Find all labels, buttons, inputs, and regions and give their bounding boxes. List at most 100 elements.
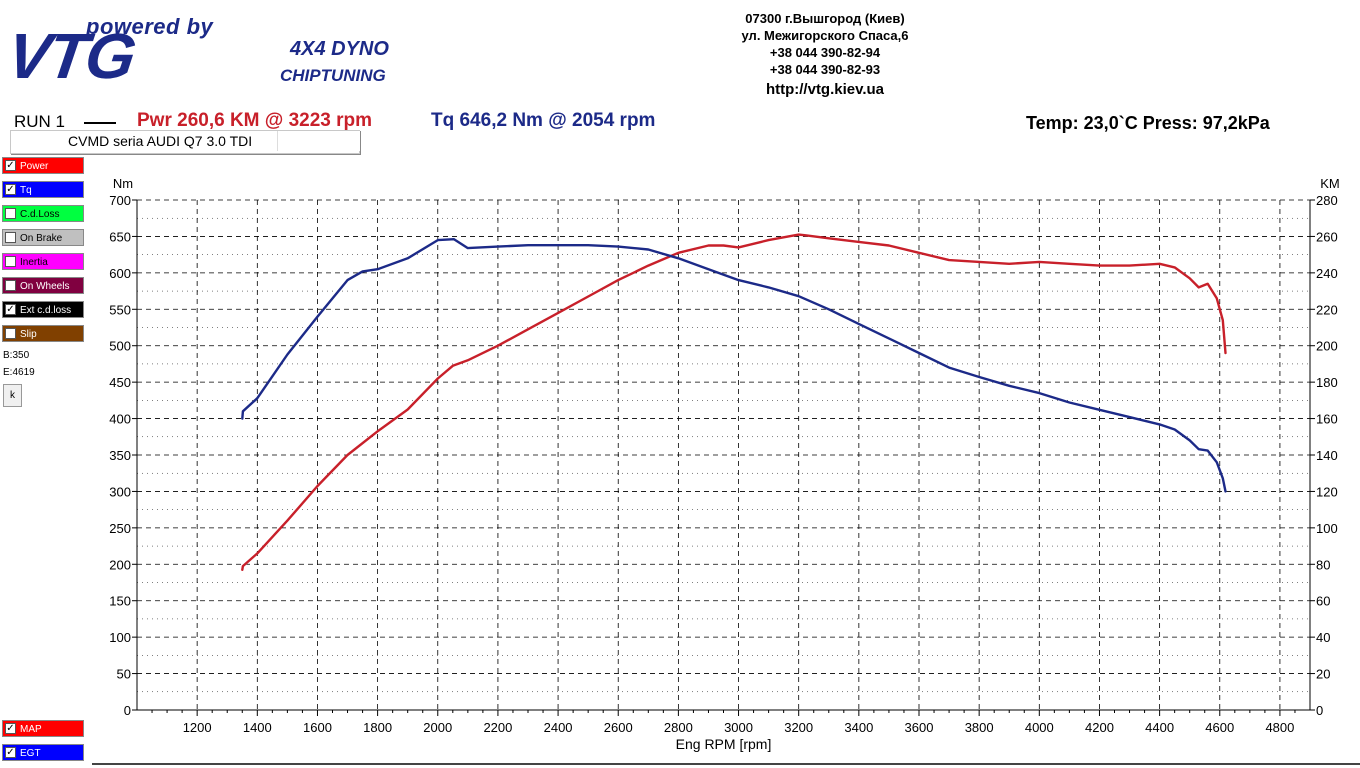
y-left-tick-label: 700 bbox=[109, 193, 131, 208]
x-tick-label: 1800 bbox=[363, 720, 392, 735]
y-right-tick-label: 280 bbox=[1316, 193, 1338, 208]
legend-item-ext-c-d-loss[interactable]: ✓ Ext c.d.loss bbox=[2, 301, 84, 318]
y-left-tick-label: 200 bbox=[109, 557, 131, 572]
ambient-conditions: Temp: 23,0`C Press: 97,2kPa bbox=[1026, 113, 1270, 133]
phone-2: +38 044 390-82-93 bbox=[769, 62, 881, 77]
checkbox[interactable]: ✓ bbox=[5, 184, 16, 195]
y-left-tick-label: 100 bbox=[109, 630, 131, 645]
y-right-tick-label: 180 bbox=[1316, 375, 1338, 390]
checkbox[interactable]: ✓ bbox=[5, 304, 16, 315]
x-tick-label: 2000 bbox=[423, 720, 452, 735]
vehicle-prefix-blank bbox=[11, 131, 65, 151]
peak-power: Pwr 260,6 KM @ 3223 rpm bbox=[137, 110, 373, 131]
y-right-tick-label: 0 bbox=[1316, 703, 1323, 718]
legend-item-egt[interactable]: ✓ EGT bbox=[2, 744, 84, 761]
logo-chiptuning: CHIPTUNING bbox=[280, 66, 386, 85]
y-left-axis-label: Nm bbox=[113, 176, 133, 191]
legend-item-on-brake[interactable]: On Brake bbox=[2, 229, 84, 246]
k-button[interactable]: k bbox=[3, 384, 22, 407]
y-right-tick-label: 200 bbox=[1316, 339, 1338, 354]
checkbox[interactable] bbox=[5, 232, 16, 243]
legend-label: Slip bbox=[20, 329, 37, 340]
vehicle-name: CVMD seria AUDI Q7 3.0 TDI bbox=[68, 133, 253, 149]
legend-label: Ext c.d.loss bbox=[20, 305, 72, 316]
checkbox[interactable] bbox=[5, 280, 16, 291]
vehicle-field[interactable]: CVMD seria AUDI Q7 3.0 TDI bbox=[10, 130, 360, 154]
x-tick-label: 3200 bbox=[784, 720, 813, 735]
legend-item-c-d-loss[interactable]: C.d.Loss bbox=[2, 205, 84, 222]
y-right-tick-label: 160 bbox=[1316, 412, 1338, 427]
y-right-tick-label: 100 bbox=[1316, 521, 1338, 536]
legend-label: On Wheels bbox=[20, 281, 70, 292]
legend-item-power[interactable]: ✓ Power bbox=[2, 157, 84, 174]
checkbox[interactable]: ✓ bbox=[5, 723, 16, 734]
y-left-tick-label: 150 bbox=[109, 594, 131, 609]
x-tick-label: 2600 bbox=[604, 720, 633, 735]
y-right-tick-label: 220 bbox=[1316, 302, 1338, 317]
y-left-tick-label: 350 bbox=[109, 448, 131, 463]
x-tick-label: 2400 bbox=[544, 720, 573, 735]
legend-item-on-wheels[interactable]: On Wheels bbox=[2, 277, 84, 294]
legend-item-slip[interactable]: Slip bbox=[2, 325, 84, 342]
y-left-tick-label: 500 bbox=[109, 339, 131, 354]
x-tick-label: 3600 bbox=[905, 720, 934, 735]
website-url: http://vtg.kiev.ua bbox=[765, 81, 885, 98]
x-tick-label: 3400 bbox=[844, 720, 873, 735]
end-rpm: E:4619 bbox=[3, 367, 35, 378]
vehicle-suffix-blank bbox=[277, 131, 360, 151]
legend-label: Inertia bbox=[20, 257, 48, 268]
y-right-tick-label: 40 bbox=[1316, 630, 1330, 645]
x-tick-label: 1400 bbox=[243, 720, 272, 735]
y-right-tick-label: 20 bbox=[1316, 667, 1330, 682]
legend-item-tq[interactable]: ✓ Tq bbox=[2, 181, 84, 198]
checkbox[interactable] bbox=[5, 328, 16, 339]
y-right-tick-label: 140 bbox=[1316, 448, 1338, 463]
y-right-tick-label: 80 bbox=[1316, 557, 1330, 572]
y-right-axis-label: KM bbox=[1320, 176, 1340, 191]
vtg-logo: powered by VTG 4X4 DYNO CHIPTUNING bbox=[3, 14, 408, 92]
y-left-tick-label: 400 bbox=[109, 412, 131, 427]
x-tick-label: 1600 bbox=[303, 720, 332, 735]
x-tick-label: 4000 bbox=[1025, 720, 1054, 735]
address-line1: 07300 г.Вышгород (Киев) bbox=[745, 11, 905, 26]
phone-1: +38 044 390-82-94 bbox=[769, 45, 881, 60]
x-tick-label: 2800 bbox=[664, 720, 693, 735]
x-tick-label: 2200 bbox=[483, 720, 512, 735]
y-right-tick-label: 60 bbox=[1316, 594, 1330, 609]
legend-label: Power bbox=[20, 161, 49, 172]
x-tick-label: 3000 bbox=[724, 720, 753, 735]
address-line2: ул. Межигорского Спаса,6 bbox=[741, 28, 909, 43]
x-tick-label: 4800 bbox=[1265, 720, 1294, 735]
y-right-tick-label: 240 bbox=[1316, 266, 1338, 281]
checkbox[interactable]: ✓ bbox=[5, 160, 16, 171]
checkbox[interactable] bbox=[5, 208, 16, 219]
x-tick-label: 4200 bbox=[1085, 720, 1114, 735]
legend-label: EGT bbox=[20, 748, 41, 759]
y-left-tick-label: 600 bbox=[109, 266, 131, 281]
y-left-tick-label: 650 bbox=[109, 229, 131, 244]
checkbox[interactable]: ✓ bbox=[5, 747, 16, 758]
y-left-tick-label: 0 bbox=[124, 703, 131, 718]
legend-label: C.d.Loss bbox=[20, 209, 60, 220]
y-left-tick-label: 300 bbox=[109, 484, 131, 499]
series-line-power bbox=[241, 233, 1227, 571]
x-axis-label: Eng RPM [rpm] bbox=[676, 736, 772, 752]
bottom-divider bbox=[92, 763, 1360, 765]
legend-label: On Brake bbox=[20, 233, 63, 244]
run-label: RUN 1 bbox=[14, 112, 66, 131]
legend-item-inertia[interactable]: Inertia bbox=[2, 253, 84, 270]
y-left-tick-label: 250 bbox=[109, 521, 131, 536]
logo-dyno: 4X4 DYNO bbox=[290, 38, 389, 60]
y-right-tick-label: 260 bbox=[1316, 229, 1338, 244]
checkbox[interactable] bbox=[5, 256, 16, 267]
y-left-tick-label: 550 bbox=[109, 302, 131, 317]
legend-item-map[interactable]: ✓ MAP bbox=[2, 720, 84, 737]
series-line-tq bbox=[241, 237, 1227, 493]
legend-label: MAP bbox=[20, 724, 42, 735]
x-tick-label: 4400 bbox=[1145, 720, 1174, 735]
x-tick-label: 1200 bbox=[183, 720, 212, 735]
peak-torque: Tq 646,2 Nm @ 2054 rpm bbox=[431, 110, 656, 131]
y-left-tick-label: 50 bbox=[117, 667, 131, 682]
y-left-tick-label: 450 bbox=[109, 375, 131, 390]
